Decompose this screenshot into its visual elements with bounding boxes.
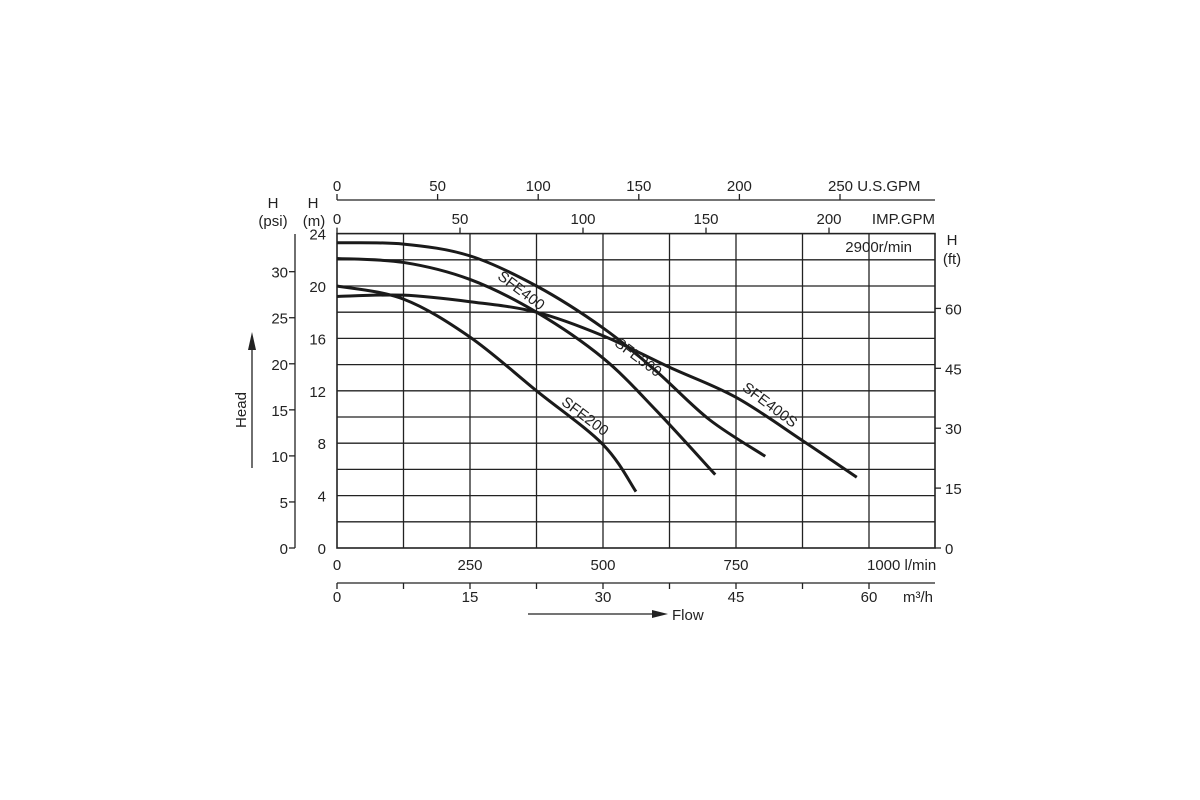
tick-label-ft: 45	[945, 361, 962, 378]
tick-label-lmin: 250	[457, 557, 482, 574]
tick-label-psi: 15	[271, 403, 288, 420]
curve-sfe400s	[336, 293, 858, 479]
tick-label-lmin: 500	[590, 557, 615, 574]
tick-label-m: 0	[318, 541, 326, 558]
tick-label-ft: 0	[945, 541, 953, 558]
tick-label-ft: 30	[945, 421, 962, 438]
axes: 04812162024H(m)051015202530H(psi)Head015…	[233, 178, 962, 624]
axis-title-ft: H	[947, 232, 958, 249]
axis-title-psi: H	[268, 195, 279, 212]
tick-label-m3h: 15	[462, 589, 479, 606]
tick-label-usgpm: 150	[626, 178, 651, 195]
curves	[336, 241, 858, 493]
tick-label-m: 4	[318, 489, 326, 506]
tick-label-m: 20	[309, 279, 326, 296]
tick-label-m: 16	[309, 331, 326, 348]
curve-sfe300	[336, 256, 717, 476]
tick-label-lmin: 1000 l/min	[867, 557, 936, 574]
tick-label-psi: 0	[280, 541, 288, 558]
axis-unit-psi: (psi)	[258, 213, 287, 230]
tick-label-m3h: 60	[861, 589, 878, 606]
axis-unit-ft: (ft)	[943, 251, 961, 268]
tick-label-m3h: 0	[333, 589, 341, 606]
tick-label-m: 12	[309, 384, 326, 401]
y-axis-title: Head	[233, 392, 250, 428]
plot-frame	[336, 232, 936, 549]
x-axis-title: Flow	[672, 607, 704, 624]
tick-label-m3h: 45	[728, 589, 745, 606]
tick-label-impgpm: 50	[452, 211, 469, 228]
axis-unit-m: (m)	[303, 213, 326, 230]
speed-label: 2900r/min	[845, 239, 912, 256]
tick-label-psi: 5	[280, 495, 288, 512]
tick-label-impgpm: 0	[333, 211, 341, 228]
tick-label-m: 24	[309, 227, 326, 244]
flow-arrow-icon	[652, 610, 668, 618]
tick-label-usgpm: 100	[526, 178, 551, 195]
tick-label-psi: 20	[271, 357, 288, 374]
tick-label-ft: 60	[945, 301, 962, 318]
m3h-unit: m³/h	[903, 589, 933, 606]
head-arrow-icon	[248, 332, 256, 350]
curve-sfe200	[336, 284, 638, 493]
tick-label-usgpm: 50	[429, 178, 446, 195]
tick-label-psi: 25	[271, 311, 288, 328]
tick-label-lmin: 0	[333, 557, 341, 574]
tick-label-ft: 15	[945, 481, 962, 498]
tick-label-impgpm: 200	[816, 211, 841, 228]
curve-sfe400	[336, 241, 767, 458]
tick-label-psi: 10	[271, 449, 288, 466]
tick-label-usgpm: 250 U.S.GPM	[828, 178, 921, 195]
tick-label-impgpm: 150	[693, 211, 718, 228]
tick-label-m3h: 30	[595, 589, 612, 606]
tick-label-usgpm: 200	[727, 178, 752, 195]
axis-title-m: H	[308, 195, 319, 212]
tick-label-lmin: 750	[723, 557, 748, 574]
tick-label-m: 8	[318, 436, 326, 453]
tick-label-psi: 30	[271, 265, 288, 282]
tick-label-impgpm: 100	[570, 211, 595, 228]
tick-label-usgpm: 0	[333, 178, 341, 195]
impgpm-unit: IMP.GPM	[872, 211, 935, 228]
